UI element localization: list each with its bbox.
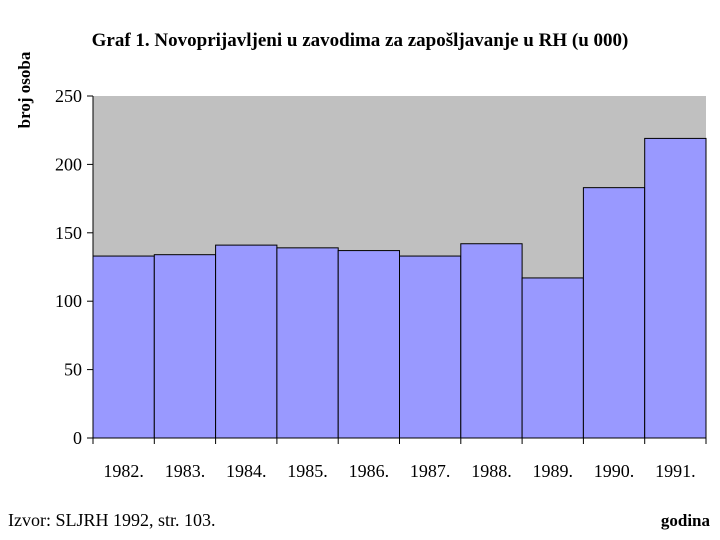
- bar-1984: [215, 244, 278, 439]
- bar-1988: [460, 243, 523, 439]
- y-tick-label: 150: [55, 223, 82, 243]
- x-axis-label: godina: [661, 511, 711, 530]
- y-tick-label: 50: [64, 360, 82, 380]
- bar-1982: [92, 255, 155, 439]
- y-axis-label: broj osoba: [15, 51, 34, 128]
- chart-title: Graf 1. Novoprijavljeni u zavodima za za…: [92, 30, 629, 51]
- bar-1983: [153, 254, 217, 439]
- bar-1989: [521, 277, 584, 439]
- bar-1990: [582, 187, 646, 439]
- x-tick-label: 1985.: [287, 461, 328, 481]
- x-tick-label: 1990.: [594, 461, 635, 481]
- y-tick-label: 250: [55, 86, 82, 106]
- source-note: Izvor: SLJRH 1992, str. 103.: [8, 510, 216, 530]
- y-tick-label: 100: [55, 291, 82, 311]
- bar-1985: [276, 247, 339, 439]
- bar-1991: [644, 137, 707, 439]
- x-tick-label: 1984.: [226, 461, 267, 481]
- bar-1986: [337, 250, 401, 439]
- x-tick-label: 1991.: [655, 461, 696, 481]
- bar-1987: [399, 255, 462, 439]
- x-tick-label: 1982.: [103, 461, 144, 481]
- x-tick-label: 1987.: [410, 461, 451, 481]
- x-tick-label: 1983.: [165, 461, 206, 481]
- y-tick-label: 0: [73, 428, 82, 448]
- x-tick-label: 1986.: [349, 461, 390, 481]
- y-tick-label: 200: [55, 154, 82, 174]
- x-tick-label: 1989.: [533, 461, 574, 481]
- x-tick-label: 1988.: [471, 461, 512, 481]
